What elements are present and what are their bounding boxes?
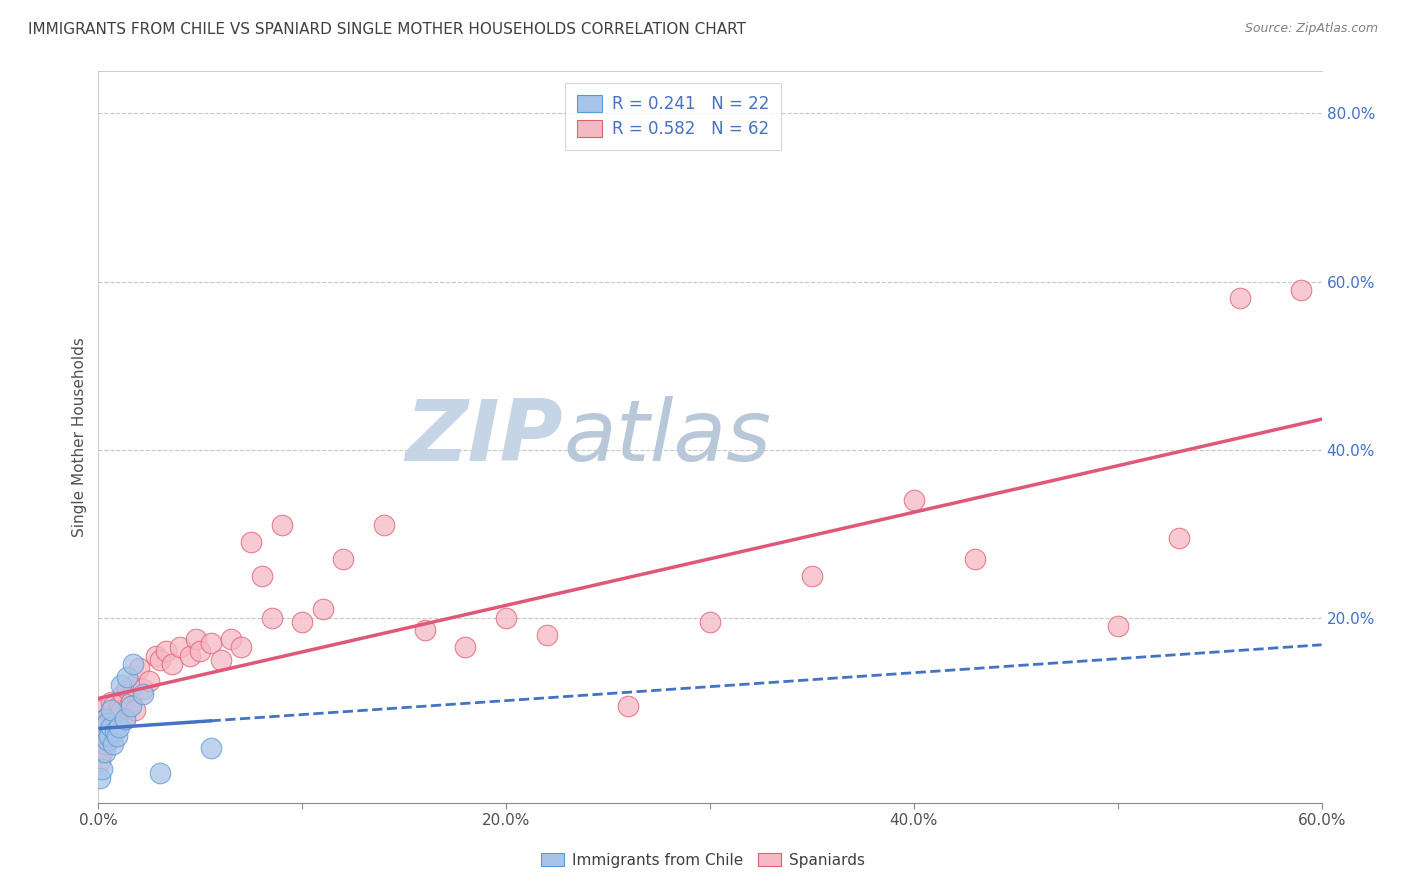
Point — [801, 569, 824, 583]
Point — [179, 648, 201, 663]
Point — [1229, 291, 1251, 305]
Point — [536, 627, 558, 641]
Point — [454, 640, 477, 655]
Y-axis label: Single Mother Households: Single Mother Households — [72, 337, 87, 537]
Point — [93, 737, 115, 751]
Point — [373, 518, 395, 533]
Point — [100, 724, 122, 739]
Point — [91, 729, 114, 743]
Point — [100, 703, 122, 717]
Point — [699, 615, 721, 629]
Point — [96, 715, 118, 730]
Point — [200, 636, 222, 650]
Point — [124, 703, 146, 717]
Point — [97, 707, 120, 722]
Point — [105, 729, 128, 743]
Point — [115, 670, 138, 684]
Point — [101, 699, 124, 714]
Point — [160, 657, 183, 671]
Point — [105, 715, 128, 730]
Point — [209, 653, 232, 667]
Point — [495, 611, 517, 625]
Point — [260, 611, 283, 625]
Point — [120, 695, 142, 709]
Point — [100, 720, 122, 734]
Point — [149, 653, 172, 667]
Point — [270, 518, 294, 533]
Point — [115, 682, 138, 697]
Point — [104, 724, 127, 739]
Point — [132, 682, 155, 697]
Point — [128, 661, 150, 675]
Point — [149, 766, 172, 780]
Point — [89, 771, 111, 785]
Point — [903, 493, 925, 508]
Point — [118, 699, 141, 714]
Point — [91, 762, 114, 776]
Point — [89, 729, 111, 743]
Point — [96, 715, 118, 730]
Legend: Immigrants from Chile, Spaniards: Immigrants from Chile, Spaniards — [533, 845, 873, 875]
Point — [93, 712, 115, 726]
Point — [312, 602, 335, 616]
Point — [111, 686, 134, 700]
Point — [110, 703, 132, 717]
Point — [122, 678, 145, 692]
Point — [91, 720, 114, 734]
Point — [93, 745, 115, 759]
Point — [96, 729, 118, 743]
Point — [250, 569, 273, 583]
Point — [122, 657, 145, 671]
Point — [186, 632, 208, 646]
Point — [169, 640, 191, 655]
Point — [101, 737, 124, 751]
Point — [138, 673, 160, 688]
Text: ZIP: ZIP — [405, 395, 564, 479]
Point — [1167, 531, 1189, 545]
Point — [93, 712, 115, 726]
Point — [108, 720, 131, 734]
Point — [114, 712, 136, 726]
Legend: R = 0.241   N = 22, R = 0.582   N = 62: R = 0.241 N = 22, R = 0.582 N = 62 — [565, 83, 782, 150]
Point — [145, 648, 167, 663]
Point — [96, 732, 118, 747]
Point — [231, 640, 253, 655]
Point — [132, 686, 155, 700]
Point — [89, 754, 111, 768]
Point — [104, 712, 127, 726]
Point — [91, 703, 114, 717]
Point — [617, 699, 640, 714]
Point — [110, 678, 132, 692]
Point — [332, 552, 354, 566]
Point — [188, 644, 212, 658]
Point — [97, 732, 120, 747]
Point — [97, 729, 120, 743]
Point — [100, 695, 122, 709]
Point — [91, 745, 114, 759]
Point — [240, 535, 263, 549]
Point — [200, 741, 222, 756]
Point — [219, 632, 242, 646]
Point — [1107, 619, 1129, 633]
Point — [413, 624, 436, 638]
Point — [114, 712, 136, 726]
Point — [108, 699, 131, 714]
Text: IMMIGRANTS FROM CHILE VS SPANIARD SINGLE MOTHER HOUSEHOLDS CORRELATION CHART: IMMIGRANTS FROM CHILE VS SPANIARD SINGLE… — [28, 22, 747, 37]
Point — [1291, 283, 1313, 297]
Point — [101, 720, 124, 734]
Point — [155, 644, 177, 658]
Text: atlas: atlas — [564, 395, 772, 479]
Point — [291, 615, 314, 629]
Point — [965, 552, 987, 566]
Text: Source: ZipAtlas.com: Source: ZipAtlas.com — [1244, 22, 1378, 36]
Point — [120, 699, 142, 714]
